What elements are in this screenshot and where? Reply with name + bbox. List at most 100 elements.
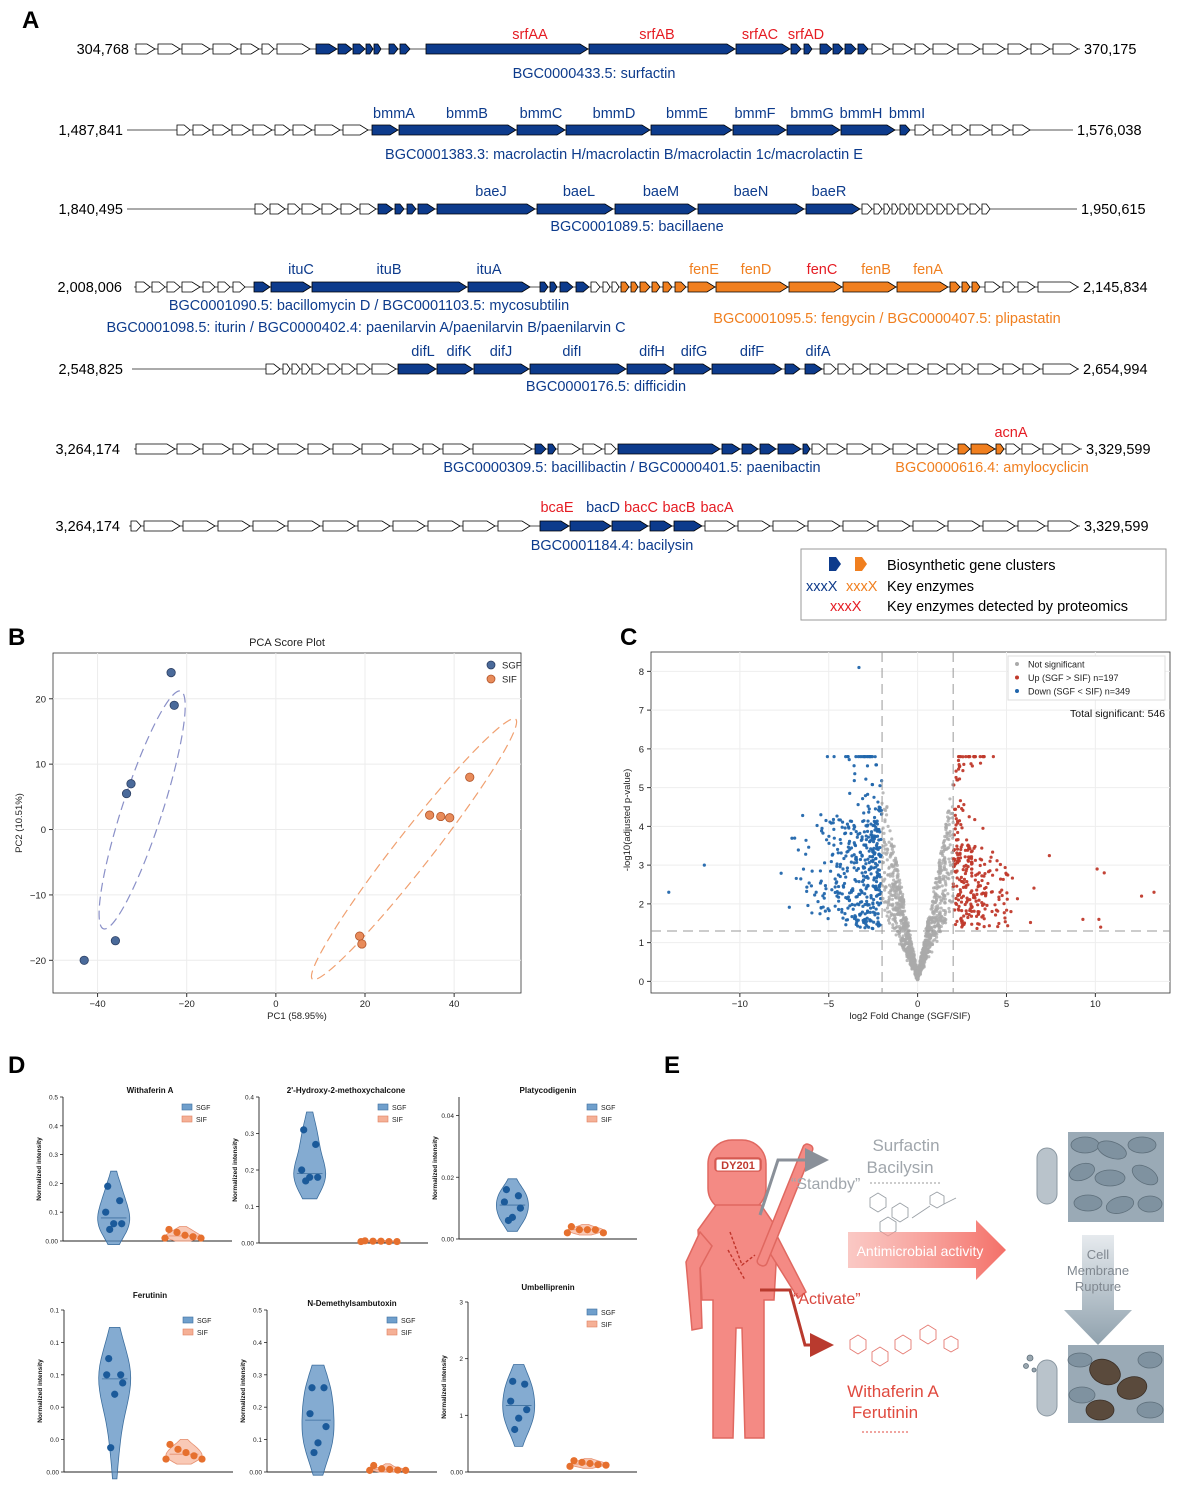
volcano-point — [877, 838, 881, 842]
volcano-point — [858, 925, 862, 929]
volcano-point — [831, 817, 836, 822]
volcano-point — [1002, 902, 1006, 906]
volcano-point — [1010, 876, 1015, 880]
volcano-point — [958, 856, 963, 860]
gene-arrow — [254, 203, 269, 215]
cluster-caption: BGC0001095.5: fengycin / BGC0000407.5: p… — [713, 311, 1060, 327]
pca-point — [357, 939, 367, 949]
gene-label: difJ — [490, 344, 513, 360]
gene-arrow-bgc — [398, 124, 517, 136]
gene-arrow-bgc — [735, 43, 791, 55]
x-tick-label: 10 — [1090, 999, 1101, 1010]
volcano-point — [867, 810, 871, 814]
volcano-point — [856, 924, 860, 928]
volcano-point — [954, 823, 958, 827]
violin-point — [393, 1237, 401, 1246]
gene-arrow-bgc — [425, 43, 589, 55]
volcano-point — [863, 892, 867, 896]
volcano-point — [903, 947, 908, 952]
volcano-point — [953, 862, 957, 866]
legend-swatch — [586, 1115, 598, 1123]
volcano-point — [854, 755, 858, 759]
gene-arrow — [1042, 443, 1061, 455]
sif-ellipse — [310, 718, 518, 981]
volcano-point — [957, 819, 962, 823]
volcano-point — [940, 861, 944, 865]
volcano-point — [905, 941, 910, 945]
volcano-point — [849, 846, 854, 850]
gene-arrow-bgc — [832, 43, 844, 55]
volcano-point — [960, 925, 964, 929]
volcano-point — [860, 891, 864, 895]
cluster-caption: BGC0000309.5: bacillibactin / BGC0000401… — [443, 460, 820, 476]
gene-arrow-bgc — [588, 43, 736, 55]
volcano-point — [891, 923, 895, 927]
gene-arrow — [914, 124, 931, 136]
x-tick-label: 20 — [360, 999, 371, 1010]
gene-arrow — [951, 124, 969, 136]
y-tick-label: 0.1 — [49, 1210, 58, 1217]
y-tick-label: 0.1 — [253, 1437, 262, 1444]
gene-arrow-bgc — [394, 203, 405, 215]
volcano-point — [958, 878, 962, 882]
volcano-point — [863, 912, 867, 916]
volcano-point — [939, 906, 943, 910]
volcano-point — [948, 843, 952, 847]
gene-arrow — [176, 443, 201, 455]
gene-arrow — [704, 520, 736, 532]
gene-arrow — [462, 520, 496, 532]
volcano-point — [860, 837, 864, 841]
gene-label: bmmH — [840, 106, 883, 122]
violin-title: N-Demethylsambutoxin — [307, 1299, 396, 1308]
gene-arrow — [1030, 43, 1051, 55]
volcano-point — [975, 926, 979, 931]
gene-arrow-bgc-orange — [630, 281, 639, 293]
gene-arrow — [873, 203, 883, 215]
volcano-point — [943, 901, 947, 905]
volcano-point — [852, 827, 856, 831]
volcano-point — [954, 769, 958, 773]
volcano-point — [874, 880, 879, 884]
volcano-point — [1097, 917, 1101, 921]
gene-label: fenE — [689, 262, 719, 278]
y-tick-label: 0.00 — [441, 1237, 454, 1244]
volcano-point — [853, 903, 857, 907]
volcano-point — [801, 813, 805, 818]
volcano-point — [876, 868, 880, 872]
volcano-point — [794, 876, 798, 881]
violin-point — [308, 1384, 316, 1392]
volcano-point — [902, 944, 906, 948]
orange-gene-arrow-icon — [855, 557, 867, 571]
volcano-point — [1000, 888, 1004, 892]
gene-arrow — [135, 281, 151, 293]
gene-arrow — [314, 124, 341, 136]
gene-label: bmmG — [790, 106, 834, 122]
activity-label: Antimicrobial activity — [857, 1243, 984, 1259]
gene-label: bmmD — [593, 106, 636, 122]
gene-arrow — [946, 363, 961, 375]
volcano-point — [966, 844, 970, 848]
volcano-point — [840, 825, 844, 829]
volcano-point — [898, 891, 902, 896]
legend-swatch — [586, 1103, 598, 1111]
ruptured-bacterium-icon — [1036, 1359, 1058, 1417]
violin-point — [369, 1237, 377, 1245]
volcano-point — [861, 878, 866, 882]
volcano-point — [969, 850, 973, 854]
volcano-point — [959, 845, 963, 849]
legend-swatch — [386, 1328, 398, 1336]
gene-arrow-bgc — [649, 520, 673, 532]
legend-clusters: Biosynthetic gene clusters — [887, 558, 1055, 574]
volcano-point — [818, 881, 823, 885]
volcano-point — [892, 882, 897, 887]
gene-arrow — [926, 203, 936, 215]
volcano-point — [872, 920, 876, 924]
volcano-point — [922, 959, 926, 963]
gene-arrow — [151, 281, 166, 293]
volcano-point — [935, 886, 939, 891]
volcano-point — [995, 868, 999, 872]
volcano-point — [790, 836, 794, 840]
violin-point — [106, 1225, 114, 1234]
violin-point — [104, 1182, 112, 1190]
volcano-point — [876, 916, 880, 920]
